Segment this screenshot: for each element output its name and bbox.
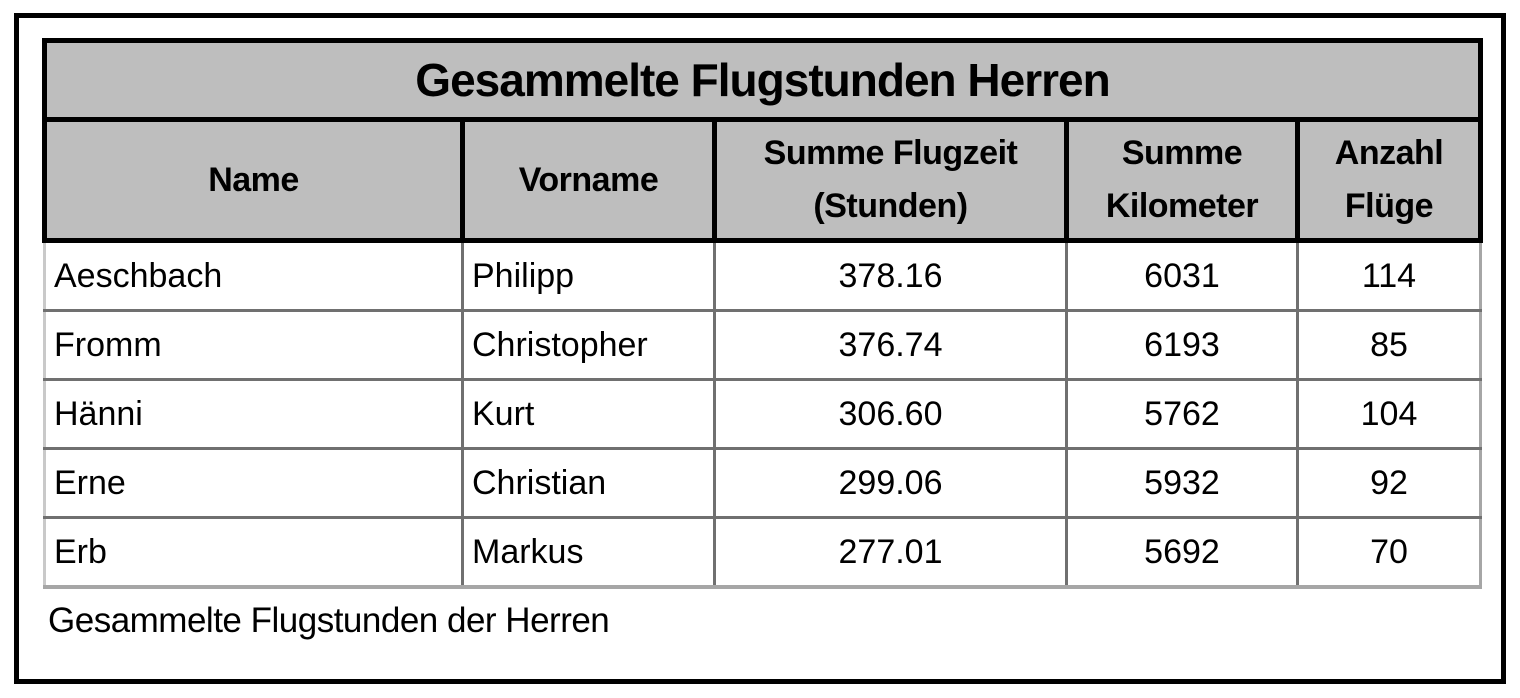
cell-flugzeit: 378.16 (713, 239, 1068, 312)
cell-flugzeit: 277.01 (713, 516, 1068, 589)
cell-flugzeit: 306.60 (713, 378, 1068, 450)
cell-name: Erb (43, 516, 464, 589)
column-header-fluege: Anzahl Flüge (1295, 117, 1483, 243)
table-row: Erne Christian 299.06 5932 92 (43, 447, 1482, 519)
cell-name: Fromm (43, 309, 464, 381)
cell-fluege: 114 (1296, 239, 1482, 312)
cell-fluege: 85 (1296, 309, 1482, 381)
flight-hours-table: Gesammelte Flugstunden Herren Name Vorna… (42, 38, 1483, 589)
cell-kilometer: 5932 (1065, 447, 1299, 519)
cell-fluege: 92 (1296, 447, 1482, 519)
cell-kilometer: 6193 (1065, 309, 1299, 381)
cell-fluege: 104 (1296, 378, 1482, 450)
table-row: Aeschbach Philipp 378.16 6031 114 (43, 239, 1482, 312)
table-caption: Gesammelte Flugstunden der Herren (48, 601, 610, 640)
cell-kilometer: 5692 (1065, 516, 1299, 589)
outer-frame: Gesammelte Flugstunden Herren Name Vorna… (14, 13, 1506, 684)
cell-vorname: Markus (461, 516, 716, 589)
cell-kilometer: 6031 (1065, 239, 1299, 312)
table-body: Aeschbach Philipp 378.16 6031 114 Fromm … (43, 239, 1482, 589)
cell-name: Aeschbach (43, 239, 464, 312)
table-row: Erb Markus 277.01 5692 70 (43, 516, 1482, 589)
cell-flugzeit: 299.06 (713, 447, 1068, 519)
table-row: Hänni Kurt 306.60 5762 104 (43, 378, 1482, 450)
table-row: Fromm Christopher 376.74 6193 85 (43, 309, 1482, 381)
cell-vorname: Christopher (461, 309, 716, 381)
cell-fluege: 70 (1296, 516, 1482, 589)
cell-kilometer: 5762 (1065, 378, 1299, 450)
cell-flugzeit: 376.74 (713, 309, 1068, 381)
table-head: Gesammelte Flugstunden Herren Name Vorna… (42, 38, 1483, 243)
column-header-kilometer: Summe Kilometer (1064, 117, 1300, 243)
title-row: Gesammelte Flugstunden Herren (42, 38, 1483, 122)
column-header-flugzeit: Summe Flugzeit (Stunden) (712, 117, 1069, 243)
cell-vorname: Philipp (461, 239, 716, 312)
header-row: Name Vorname Summe Flugzeit (Stunden) Su… (42, 117, 1483, 243)
column-header-name: Name (42, 117, 465, 243)
cell-vorname: Kurt (461, 378, 716, 450)
cell-name: Erne (43, 447, 464, 519)
column-header-vorname: Vorname (460, 117, 717, 243)
cell-name: Hänni (43, 378, 464, 450)
table-title: Gesammelte Flugstunden Herren (42, 38, 1483, 122)
cell-vorname: Christian (461, 447, 716, 519)
